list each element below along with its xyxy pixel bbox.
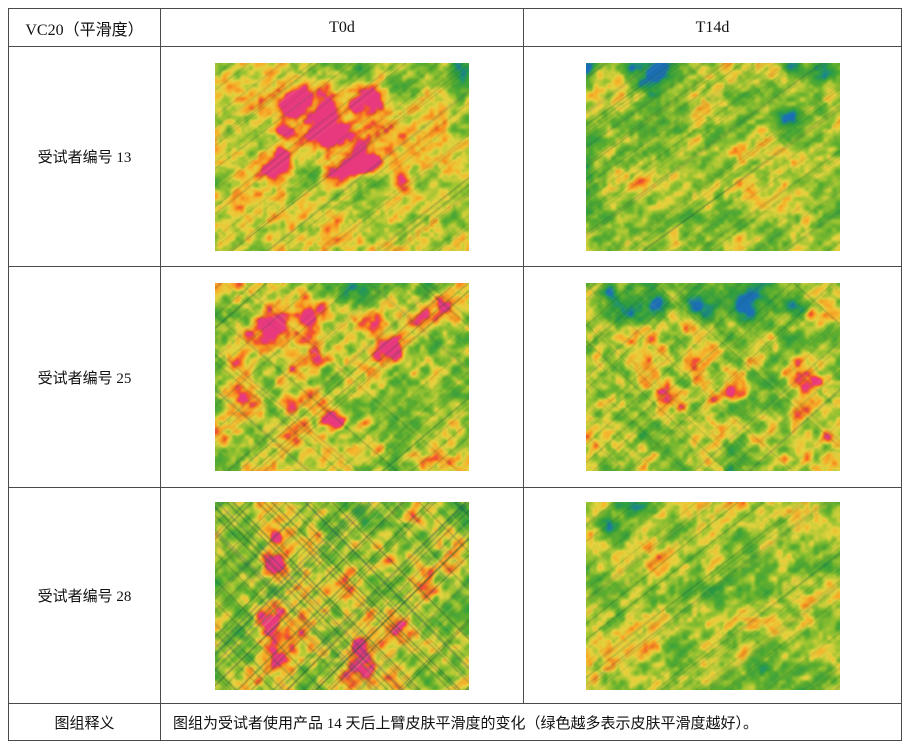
legend-text: 图组为受试者使用产品 14 天后上臂皮肤平滑度的变化（绿色越多表示皮肤平滑度越好…	[173, 715, 759, 732]
header-label-t14d: T14d	[695, 18, 730, 36]
table-row-subject-25: 受试者编号 25	[8, 266, 902, 488]
cell-subject-13-t14d	[523, 46, 902, 267]
header-label-t0d: T0d	[329, 18, 355, 36]
subject-13-label: 受试者编号 13	[37, 150, 132, 166]
header-cell-t0d: T0d	[160, 8, 524, 47]
heatmap-subject-13-t0d-image	[215, 62, 469, 251]
heatmap-subject-28-t0d-image	[215, 501, 469, 690]
cell-subject-13-t0d	[160, 46, 524, 267]
legend-label-cell: 图组释义	[8, 703, 161, 741]
header-cell-t14d: T14d	[523, 8, 902, 47]
row-label-subject-28: 受试者编号 28	[8, 487, 161, 704]
heatmap-subject-28-t14d-image	[585, 501, 840, 690]
heatmap-subject-13-t14d-image	[585, 62, 840, 251]
legend-row: 图组释义 图组为受试者使用产品 14 天后上臂皮肤平滑度的变化（绿色越多表示皮肤…	[8, 703, 902, 741]
cell-subject-25-t14d	[523, 266, 902, 488]
legend-text-cell: 图组为受试者使用产品 14 天后上臂皮肤平滑度的变化（绿色越多表示皮肤平滑度越好…	[160, 703, 902, 741]
table-row-subject-13: 受试者编号 13	[8, 46, 902, 267]
header-cell-vc20: VC20（平滑度）	[8, 8, 161, 47]
cell-subject-28-t0d	[160, 487, 524, 704]
header-label-vc20: VC20（平滑度）	[25, 21, 144, 39]
heatmap-subject-25-t14d-image	[585, 283, 840, 471]
legend-label: 图组释义	[54, 715, 115, 732]
row-label-subject-13: 受试者编号 13	[8, 46, 161, 267]
row-label-subject-25: 受试者编号 25	[8, 266, 161, 488]
subject-25-label: 受试者编号 25	[37, 370, 132, 387]
table-row-subject-28: 受试者编号 28	[8, 487, 902, 704]
cell-subject-28-t14d	[523, 487, 902, 704]
heatmap-subject-25-t0d-image	[215, 283, 469, 471]
header-row: VC20（平滑度） T0d T14d	[8, 8, 902, 47]
cell-subject-25-t0d	[160, 266, 524, 488]
subject-28-label: 受试者编号 28	[37, 589, 132, 605]
results-table: VC20（平滑度） T0d T14d 受试者编号 13	[8, 8, 902, 741]
